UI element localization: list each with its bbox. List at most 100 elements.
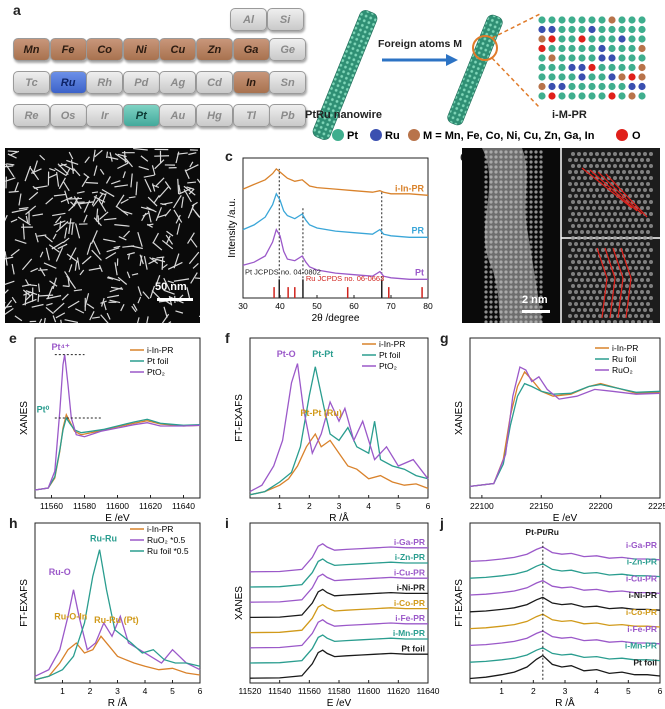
panel-letter-f: f	[225, 330, 230, 346]
lattice-dot	[580, 314, 584, 318]
lattice-dot	[595, 152, 599, 156]
lattice-dot	[634, 230, 638, 234]
series-line	[469, 546, 661, 563]
lattice-dot	[619, 260, 623, 264]
lattice-dot	[524, 200, 528, 204]
lattice-dot	[529, 180, 533, 184]
lattice-dot	[494, 205, 498, 209]
series-label: i-Co-PR	[394, 598, 425, 608]
lattice-dot	[598, 194, 602, 198]
nanowire-mark	[92, 149, 96, 162]
lattice-dot	[610, 314, 614, 318]
nanowire-mark	[25, 205, 37, 215]
lattice-dot	[592, 242, 596, 246]
lattice-dot	[592, 314, 596, 318]
lattice-dot	[519, 250, 523, 254]
lattice-dot	[534, 160, 538, 164]
lattice-dot	[571, 164, 575, 168]
nanowire-mark	[165, 234, 174, 245]
nanowire-mark	[123, 230, 131, 238]
lattice-dot	[631, 188, 635, 192]
atom	[558, 92, 566, 100]
lattice-dot	[499, 285, 503, 289]
lattice-dot	[571, 272, 575, 276]
lattice-dot	[640, 242, 644, 246]
atom	[568, 44, 576, 53]
lattice-dot	[625, 272, 629, 276]
lattice-dot	[504, 250, 508, 254]
lattice-dot	[628, 266, 632, 270]
lattice-dot	[598, 206, 602, 210]
series-label: PR	[411, 225, 424, 235]
lattice-dot	[643, 308, 647, 312]
nanowire-mark	[66, 253, 79, 263]
x-tick-label: 11620	[387, 686, 410, 696]
x-tick-label: 1	[499, 686, 504, 696]
lattice-dot	[598, 242, 602, 246]
lattice-dot	[494, 165, 498, 169]
lattice-dot	[499, 205, 503, 209]
lattice-dot	[592, 158, 596, 162]
nanowire-mark	[47, 173, 57, 179]
nanowire-mark	[155, 177, 165, 187]
lattice-dot	[646, 242, 650, 246]
lattice-dot	[519, 200, 523, 204]
nanowire-mark	[25, 279, 30, 286]
lattice-dot	[484, 250, 488, 254]
lattice-dot	[534, 170, 538, 174]
lattice-dot	[589, 308, 593, 312]
annotation: Pt⁰	[37, 405, 50, 415]
x-tick-label: 60	[349, 301, 359, 311]
nanowire-mark	[44, 235, 53, 243]
nanowire-mark	[186, 186, 194, 190]
atom	[548, 35, 556, 43]
lattice-dot	[509, 290, 513, 294]
series-label: i-Cu-PR	[626, 573, 657, 583]
lattice-dot	[601, 236, 605, 240]
nanowire-mark	[22, 298, 37, 306]
lattice-dot	[610, 206, 614, 210]
atom	[568, 25, 576, 34]
nanowire-mark	[103, 302, 107, 311]
lattice-dot	[484, 275, 488, 279]
lattice-dot	[583, 224, 587, 228]
lattice-guide	[596, 247, 608, 319]
lattice-dot	[568, 194, 572, 198]
lattice-dot	[583, 212, 587, 216]
lattice-dot	[534, 225, 538, 229]
lattice-dot	[571, 176, 575, 180]
lattice-dot	[534, 300, 538, 304]
element-tile-ga: Ga	[232, 38, 270, 61]
lattice-dot	[619, 152, 623, 156]
lattice-dot	[504, 310, 508, 314]
lattice-dot	[534, 255, 538, 259]
x-axis-label: E /eV	[327, 698, 352, 709]
lattice-dot	[489, 195, 493, 199]
lattice-dot	[509, 270, 513, 274]
lattice-dot	[494, 155, 498, 159]
atom	[548, 82, 556, 91]
nanowire-mark	[132, 303, 138, 311]
lattice-dot	[637, 296, 641, 300]
lattice-dot	[643, 200, 647, 204]
lattice-dot	[646, 182, 650, 186]
lattice-dot	[571, 296, 575, 300]
nanowire-mark	[30, 267, 39, 273]
lattice-dot	[534, 275, 538, 279]
nanowire-mark	[49, 167, 56, 172]
legend-m-ball	[408, 129, 420, 141]
nanowire-mark	[183, 188, 192, 203]
lattice-dot	[514, 315, 518, 319]
lattice-dot	[524, 300, 528, 304]
nanowire-mark	[71, 196, 79, 208]
nanowire-mark	[45, 247, 50, 261]
nanowire-mark	[32, 213, 44, 217]
lattice-dot	[484, 205, 488, 209]
lattice-dot	[574, 314, 578, 318]
lattice-dot	[484, 190, 488, 194]
lattice-dot	[499, 230, 503, 234]
lattice-dot	[519, 225, 523, 229]
series-line	[34, 354, 201, 491]
lattice-dot	[494, 270, 498, 274]
series-line	[249, 558, 428, 588]
